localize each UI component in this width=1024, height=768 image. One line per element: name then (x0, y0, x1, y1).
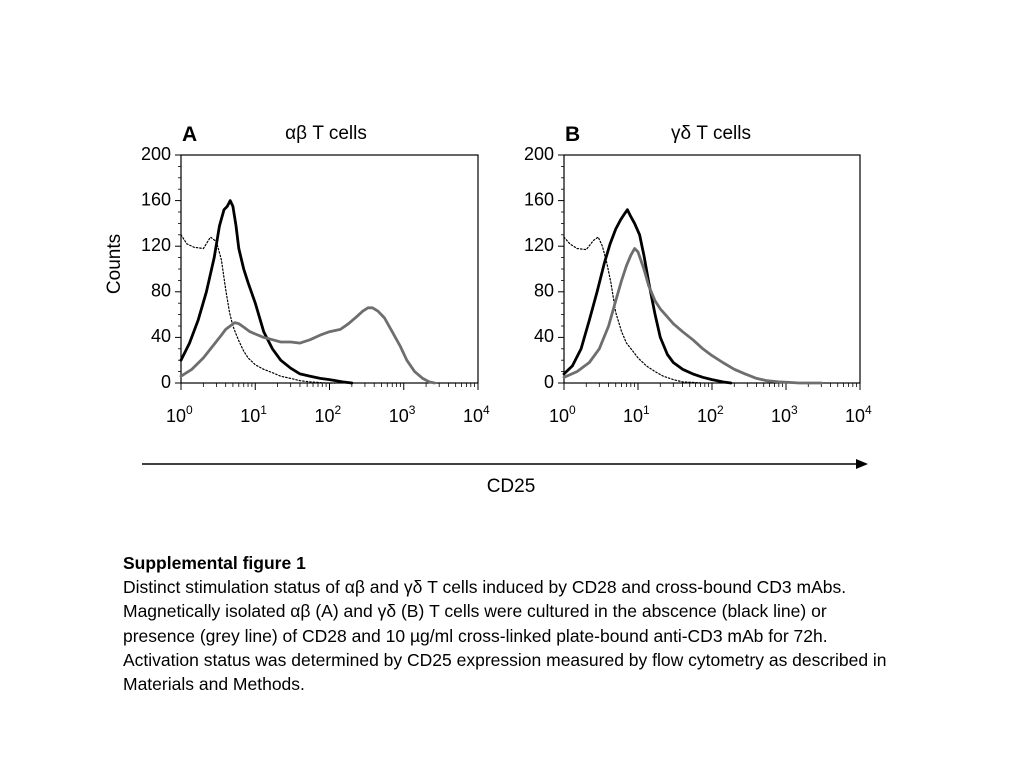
x-tick-label-b-1: 10 (623, 406, 643, 426)
y-tick-label-b-120: 120 (524, 235, 554, 255)
y-tick-label-b-160: 160 (524, 189, 554, 209)
x-tick-exponent-b-4: 4 (865, 403, 872, 417)
x-tick-label-a-2: 10 (314, 406, 334, 426)
y-tick-label-a-200: 200 (141, 144, 171, 164)
x-tick-label-b-2: 10 (697, 406, 717, 426)
y-axis-label: Counts (104, 234, 125, 294)
x-tick-label-b-4: 10 (845, 406, 865, 426)
y-tick-label-b-40: 40 (534, 326, 554, 346)
x-tick-exponent-a-1: 1 (260, 403, 267, 417)
y-tick-label-b-80: 80 (534, 281, 554, 301)
series-line-b-0 (563, 236, 702, 384)
panel-label-a: A (182, 123, 197, 146)
panel-label-b: B (565, 123, 580, 146)
plot-frame-a (180, 154, 479, 384)
y-tick-label-a-0: 0 (161, 372, 171, 392)
x-tick-label-a-3: 10 (389, 406, 409, 426)
x-tick-exponent-a-0: 0 (186, 403, 193, 417)
y-tick-label-a-160: 160 (141, 189, 171, 209)
x-tick-exponent-b-2: 2 (717, 403, 724, 417)
x-tick-label-a-4: 10 (463, 406, 483, 426)
x-tick-exponent-a-4: 4 (483, 403, 490, 417)
x-tick-label-b-0: 10 (549, 406, 569, 426)
cd25-arrow-head (856, 459, 868, 469)
x-tick-label-b-3: 10 (771, 406, 791, 426)
y-tick-label-b-200: 200 (524, 144, 554, 164)
x-tick-label-a-1: 10 (240, 406, 260, 426)
figure-caption: Supplemental figure 1 Distinct stimulati… (123, 551, 903, 696)
x-tick-exponent-a-3: 3 (409, 403, 416, 417)
caption-title: Supplemental figure 1 (123, 553, 306, 573)
y-tick-label-a-120: 120 (141, 235, 171, 255)
y-tick-label-a-40: 40 (151, 326, 171, 346)
x-tick-exponent-b-3: 3 (791, 403, 798, 417)
x-tick-exponent-b-1: 1 (643, 403, 650, 417)
y-tick-label-a-80: 80 (151, 281, 171, 301)
x-tick-label-a-0: 10 (166, 406, 186, 426)
series-line-a-1 (179, 199, 354, 385)
panel-title-a: αβ T cells (285, 123, 367, 144)
shared-x-axis-label: CD25 (487, 476, 536, 497)
panel-title-b: γδ T cells (671, 123, 751, 144)
x-tick-exponent-b-0: 0 (569, 403, 576, 417)
x-tick-exponent-a-2: 2 (335, 403, 342, 417)
series-line-a-2 (179, 306, 437, 385)
series-line-a-0 (180, 234, 336, 384)
series-line-b-2 (562, 247, 823, 385)
y-tick-label-b-0: 0 (544, 372, 554, 392)
series-line-b-1 (562, 208, 733, 385)
caption-text: Distinct stimulation status of αβ and γδ… (123, 577, 887, 695)
